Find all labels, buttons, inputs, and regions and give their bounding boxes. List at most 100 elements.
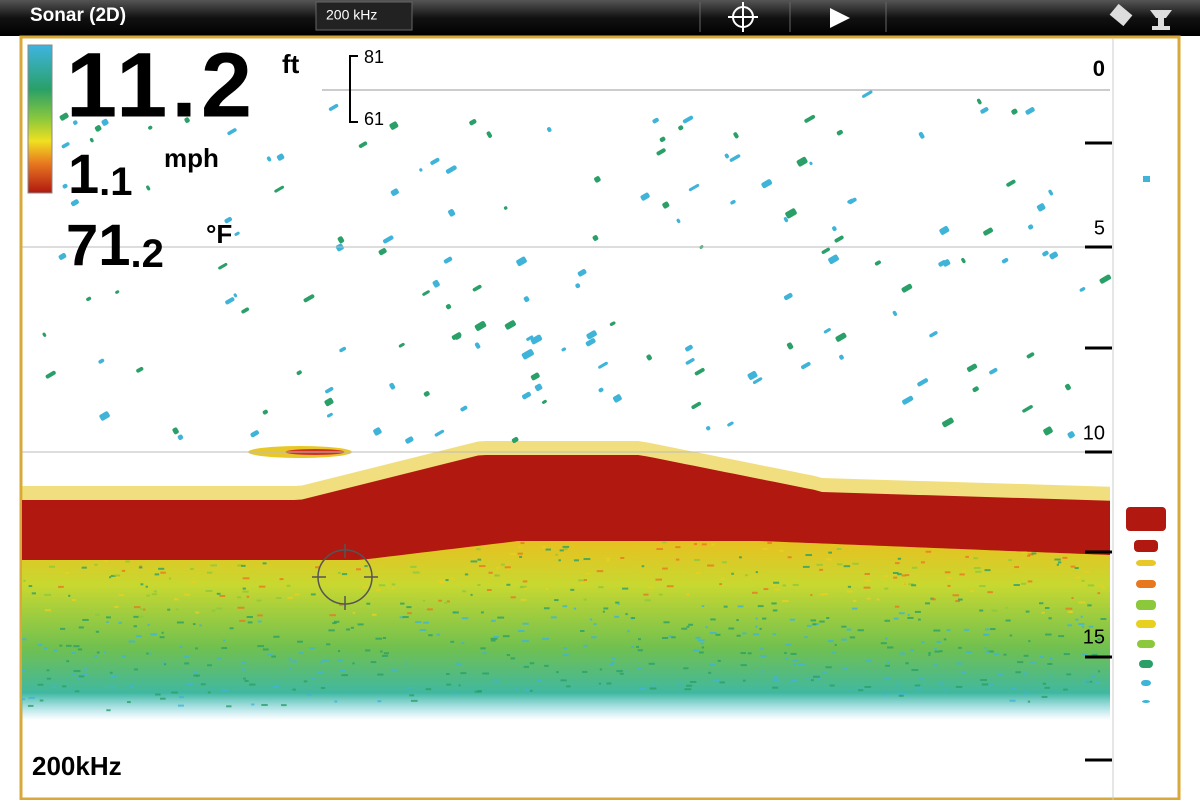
echo-speck xyxy=(167,608,171,611)
cursor-button[interactable] xyxy=(728,2,758,32)
echo-speck xyxy=(1082,653,1087,656)
echo-speck xyxy=(341,674,349,677)
echo-speck xyxy=(352,611,356,614)
echo-speck xyxy=(341,573,348,576)
echo-speck xyxy=(583,644,588,647)
echo-speck xyxy=(103,651,106,654)
echo-speck xyxy=(522,580,528,583)
echo-speck xyxy=(1100,618,1107,621)
echo-speck xyxy=(410,699,418,702)
mid-layer xyxy=(22,540,1110,720)
echo-speck xyxy=(460,672,467,675)
fish-speck xyxy=(1049,251,1058,260)
echo-speck xyxy=(446,683,452,686)
echo-speck xyxy=(216,592,221,595)
echo-speck xyxy=(44,609,51,612)
echo-speck xyxy=(755,571,758,574)
echo-speck xyxy=(884,677,891,680)
echo-speck xyxy=(249,683,256,686)
echo-speck xyxy=(556,671,559,674)
echo-speck xyxy=(480,647,486,650)
echo-speck xyxy=(502,635,510,638)
echo-speck xyxy=(490,639,496,642)
echo-speck xyxy=(713,679,720,682)
echo-speck xyxy=(195,611,200,614)
play-button[interactable] xyxy=(830,8,850,28)
echo-speck xyxy=(1064,583,1068,586)
echo-speck xyxy=(159,636,165,639)
status-icons xyxy=(1109,3,1172,30)
echo-speck xyxy=(1083,680,1091,683)
bottom-echo xyxy=(22,455,1110,560)
echo-speck xyxy=(426,608,433,611)
depth-scale-label: 10 xyxy=(1083,422,1105,444)
echo-speck xyxy=(184,662,190,665)
echo-speck xyxy=(908,583,914,586)
echo-speck xyxy=(701,646,705,649)
echo-speck xyxy=(65,644,72,647)
fish-speck xyxy=(832,226,837,232)
echo-speck xyxy=(1055,560,1058,563)
echo-speck xyxy=(598,682,602,685)
echo-speck xyxy=(1027,700,1031,703)
echo-speck xyxy=(899,652,906,655)
echo-speck xyxy=(438,599,443,602)
flasher-band xyxy=(1137,640,1155,648)
echo-speck xyxy=(1067,610,1073,613)
fish-speck xyxy=(1065,383,1071,391)
echo-speck xyxy=(146,652,149,655)
fish-speck xyxy=(676,218,681,224)
echo-speck xyxy=(1023,654,1029,657)
frequency-label: 200kHz xyxy=(32,751,122,781)
echo-speck xyxy=(461,617,469,620)
echo-speck xyxy=(964,628,970,631)
echo-speck xyxy=(1041,695,1048,698)
fish-speck xyxy=(383,235,394,244)
echo-speck xyxy=(637,667,642,670)
echo-speck xyxy=(905,574,910,577)
echo-speck xyxy=(200,683,206,686)
echo-speck xyxy=(27,704,34,707)
echo-speck xyxy=(931,598,936,601)
echo-speck xyxy=(787,556,792,559)
echo-speck xyxy=(262,648,269,651)
echo-speck xyxy=(789,680,792,683)
fish-speck xyxy=(266,156,272,162)
echo-speck xyxy=(817,678,822,681)
echo-speck xyxy=(740,652,746,655)
echo-speck xyxy=(773,680,780,683)
echo-speck xyxy=(1047,662,1053,665)
echo-speck xyxy=(415,621,422,624)
fish-speck xyxy=(70,199,79,207)
fish-speck xyxy=(1026,352,1035,359)
echo-speck xyxy=(73,645,80,648)
echo-speck xyxy=(782,584,787,587)
echo-speck xyxy=(944,571,951,574)
echo-speck xyxy=(199,624,202,627)
echo-speck xyxy=(721,577,725,580)
echo-speck xyxy=(585,572,591,575)
echo-speck xyxy=(997,673,1003,676)
echo-speck xyxy=(911,566,918,569)
fish-speck xyxy=(592,235,599,241)
echo-speck xyxy=(125,560,130,563)
echo-speck xyxy=(736,634,741,637)
frequency-button[interactable] xyxy=(315,1,413,31)
echo-speck xyxy=(455,662,459,665)
echo-speck xyxy=(1048,617,1052,620)
echo-speck xyxy=(28,585,33,588)
echo-speck xyxy=(828,551,832,554)
echo-speck xyxy=(372,613,377,616)
fish-speck xyxy=(389,382,396,390)
echo-speck xyxy=(563,548,568,551)
echo-speck xyxy=(221,689,228,692)
echo-speck xyxy=(772,609,778,612)
echo-speck xyxy=(482,672,490,675)
echo-speck xyxy=(177,704,184,707)
echo-speck xyxy=(785,643,792,646)
echo-speck xyxy=(458,684,461,687)
fish-speck xyxy=(586,330,597,340)
echo-speck xyxy=(962,570,966,573)
echo-speck xyxy=(707,564,715,567)
